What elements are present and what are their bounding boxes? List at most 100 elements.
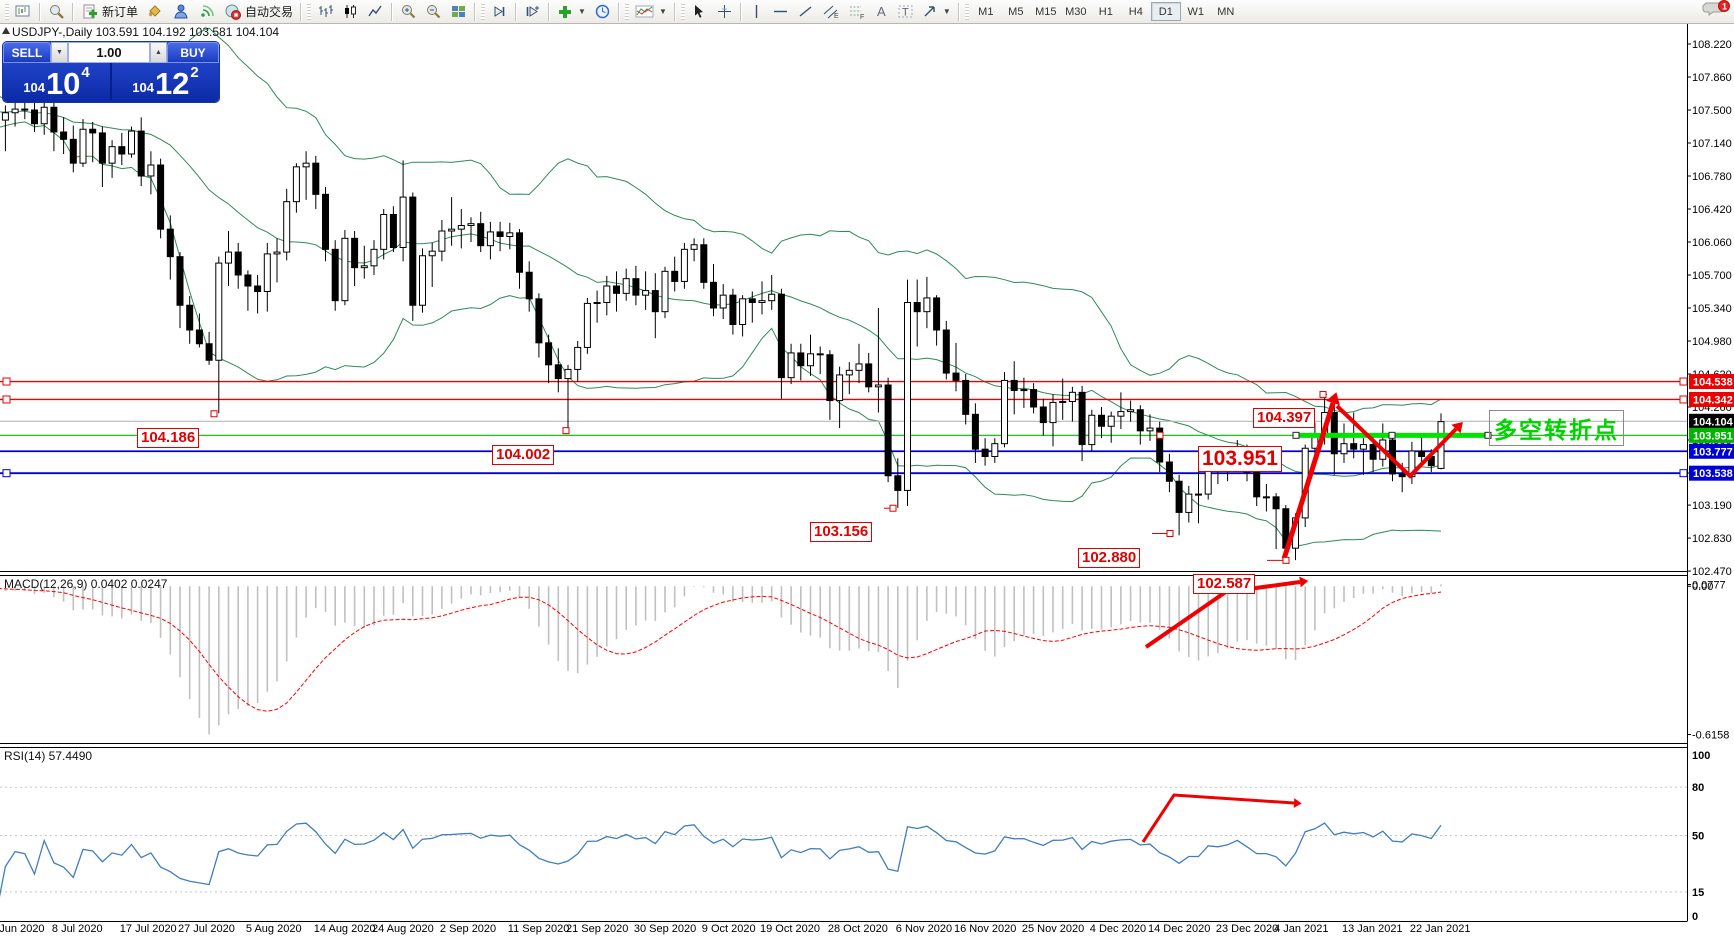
price-callout-104.002[interactable]: 104.002 bbox=[492, 444, 555, 465]
macd-pane[interactable] bbox=[0, 576, 1442, 735]
autotrading-button[interactable]: 自动交易 bbox=[220, 1, 297, 23]
svg-text:4 Jan 2021: 4 Jan 2021 bbox=[1274, 923, 1328, 935]
trend-arrow[interactable] bbox=[1141, 793, 1295, 843]
price-axis[interactable]: 108.220 107.860 107.500 107.140 106.780 106.4… bbox=[1687, 39, 1734, 578]
horizontal-line-button[interactable] bbox=[768, 1, 793, 23]
line-chart-button[interactable] bbox=[363, 1, 388, 23]
fibonacci-button[interactable]: F bbox=[844, 1, 870, 23]
price-tag: 103.538 bbox=[1689, 465, 1734, 481]
svg-text:13 Jan 2021: 13 Jan 2021 bbox=[1342, 923, 1403, 935]
buy-price-point: 2 bbox=[190, 64, 199, 81]
line-handle[interactable] bbox=[1679, 377, 1687, 386]
price-callout-103.156[interactable]: 103.156 bbox=[810, 522, 873, 543]
timeframe-mn[interactable]: MN bbox=[1217, 5, 1235, 18]
line-handle[interactable] bbox=[2, 377, 11, 386]
segment-handle[interactable] bbox=[1292, 431, 1300, 439]
segment-handle[interactable] bbox=[1388, 431, 1396, 439]
price-tag: 104.342 bbox=[1689, 391, 1734, 407]
trend-arrow[interactable] bbox=[1144, 587, 1232, 649]
cursor-button[interactable] bbox=[687, 1, 712, 23]
new-chart-icon bbox=[15, 3, 32, 20]
vertical-line-button[interactable] bbox=[745, 1, 768, 23]
timeframe-m15[interactable]: M15 bbox=[1035, 5, 1057, 18]
price-callout-103.951[interactable]: 103.951 bbox=[1198, 446, 1282, 473]
chart-canvas[interactable]: 108.220 107.860 107.500 107.140 106.780 106.4… bbox=[0, 24, 1734, 936]
line-handle[interactable] bbox=[2, 395, 11, 404]
signals-button[interactable] bbox=[194, 1, 220, 23]
buy-button[interactable]: BUY bbox=[167, 42, 219, 63]
add-object-button[interactable]: ▼ bbox=[553, 1, 590, 23]
crosshair-button[interactable] bbox=[712, 1, 737, 23]
new-order-label: 新订单 bbox=[102, 5, 139, 19]
svg-text:15: 15 bbox=[1692, 887, 1704, 899]
annotation-text[interactable]: 多空转折点 bbox=[1489, 410, 1624, 446]
candlestick-icon bbox=[342, 3, 359, 20]
timeframe-m1[interactable]: M1 bbox=[978, 5, 994, 18]
period-clock-button[interactable] bbox=[590, 1, 615, 23]
svg-text:103.951: 103.951 bbox=[1693, 430, 1733, 442]
candlestick-button[interactable] bbox=[338, 1, 363, 23]
signal-icon bbox=[198, 3, 216, 20]
step-end-button[interactable] bbox=[520, 1, 545, 23]
new-order-button[interactable]: 新订单 bbox=[77, 1, 142, 23]
trendline-button[interactable] bbox=[793, 1, 818, 23]
chart-window[interactable]: 108.220 107.860 107.500 107.140 106.780 106.4… bbox=[0, 24, 1734, 936]
volume-field[interactable]: 1.00 bbox=[68, 42, 150, 63]
price-callout-104.186[interactable]: 104.186 bbox=[137, 427, 200, 448]
vertical-line-icon bbox=[749, 3, 764, 20]
tile-windows-button[interactable] bbox=[446, 1, 471, 23]
trend-arrow[interactable] bbox=[1335, 404, 1458, 479]
timeframe-d1[interactable]: D1 bbox=[1150, 2, 1181, 21]
timeframe-m30[interactable]: M30 bbox=[1065, 5, 1087, 18]
sell-button[interactable]: SELL bbox=[3, 42, 51, 63]
price-callout-104.397[interactable]: 104.397 bbox=[1253, 408, 1316, 429]
text-label-button[interactable]: T bbox=[893, 1, 918, 23]
new-chart-button[interactable] bbox=[11, 1, 36, 23]
price-pane[interactable] bbox=[0, 27, 1687, 564]
arrows-button[interactable]: ▼ bbox=[918, 1, 955, 23]
zoom-out-button[interactable] bbox=[421, 1, 446, 23]
chevron-down-icon: ▼ bbox=[578, 7, 586, 16]
equidistant-channel-button[interactable]: E bbox=[818, 1, 844, 23]
sell-price[interactable]: 104 10 4 bbox=[3, 63, 112, 100]
arrow-head bbox=[1299, 576, 1309, 588]
zoom-in-button[interactable] bbox=[396, 1, 421, 23]
segment-handle[interactable] bbox=[1484, 431, 1492, 439]
line-handle[interactable] bbox=[1679, 469, 1687, 478]
arrow-head bbox=[1293, 798, 1302, 808]
line-handle[interactable] bbox=[2, 469, 11, 478]
step-forward-button[interactable] bbox=[487, 1, 512, 23]
trend-arrow[interactable] bbox=[1281, 402, 1336, 560]
rsi-pane[interactable] bbox=[0, 786, 1687, 916]
chart-style-button[interactable] bbox=[142, 1, 168, 23]
new-order-icon bbox=[81, 3, 99, 21]
svg-text:25 Nov 2020: 25 Nov 2020 bbox=[1022, 923, 1084, 935]
svg-text:0.0777: 0.0777 bbox=[1692, 580, 1726, 592]
svg-text:105.340: 105.340 bbox=[1692, 303, 1732, 315]
timeframe-w1[interactable]: W1 bbox=[1187, 5, 1205, 18]
timeframe-m5[interactable]: M5 bbox=[1008, 5, 1024, 18]
buy-price[interactable]: 104 12 2 bbox=[112, 63, 219, 100]
timeframe-h1[interactable]: H1 bbox=[1098, 5, 1113, 18]
svg-text:0: 0 bbox=[1692, 911, 1698, 923]
price-callout-102.880[interactable]: 102.880 bbox=[1078, 547, 1141, 568]
crosshair-icon bbox=[716, 3, 733, 20]
bar-chart-button[interactable] bbox=[313, 1, 338, 23]
notification-badge[interactable]: 1 bbox=[1702, 0, 1732, 16]
expert-advisor-button[interactable] bbox=[168, 1, 194, 23]
line-handle[interactable] bbox=[1679, 395, 1687, 404]
text-button[interactable]: A bbox=[870, 1, 893, 23]
price-callout-102.587[interactable]: 102.587 bbox=[1193, 574, 1256, 595]
buy-price-pips: 12 bbox=[154, 66, 190, 101]
indicators-button[interactable]: ▼ bbox=[631, 1, 671, 23]
symbol-info: USDJPY-,Daily 103.591 104.192 103.581 10… bbox=[12, 25, 280, 39]
svg-text:22 Jan 2021: 22 Jan 2021 bbox=[1410, 923, 1471, 935]
toolbar-grip[interactable] bbox=[5, 3, 9, 20]
timeframe-h4[interactable]: H4 bbox=[1128, 5, 1143, 18]
volume-up-button[interactable]: ▲ bbox=[150, 42, 167, 63]
svg-text:16 Nov 2020: 16 Nov 2020 bbox=[954, 923, 1016, 935]
profiles-button[interactable] bbox=[44, 1, 69, 23]
volume-down-button[interactable]: ▼ bbox=[51, 42, 68, 63]
